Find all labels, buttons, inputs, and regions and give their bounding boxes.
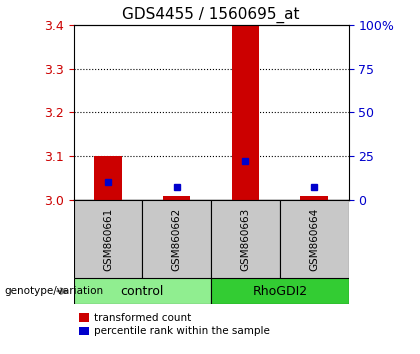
- Bar: [74, 278, 211, 304]
- Title: GDS4455 / 1560695_at: GDS4455 / 1560695_at: [122, 7, 300, 23]
- Bar: [163, 196, 190, 200]
- Text: GSM860663: GSM860663: [240, 207, 250, 270]
- Bar: [142, 200, 211, 278]
- Text: GSM860664: GSM860664: [309, 207, 319, 270]
- Text: genotype/variation: genotype/variation: [4, 286, 103, 296]
- Bar: [74, 200, 142, 278]
- Bar: [211, 278, 349, 304]
- Bar: [94, 156, 122, 200]
- Bar: [280, 200, 349, 278]
- Bar: [211, 200, 280, 278]
- Text: RhoGDI2: RhoGDI2: [252, 285, 307, 298]
- Legend: transformed count, percentile rank within the sample: transformed count, percentile rank withi…: [79, 313, 270, 336]
- Bar: [300, 196, 328, 200]
- Text: GSM860661: GSM860661: [103, 207, 113, 270]
- Text: GSM860662: GSM860662: [172, 207, 182, 270]
- Text: control: control: [121, 285, 164, 298]
- Bar: [232, 25, 259, 200]
